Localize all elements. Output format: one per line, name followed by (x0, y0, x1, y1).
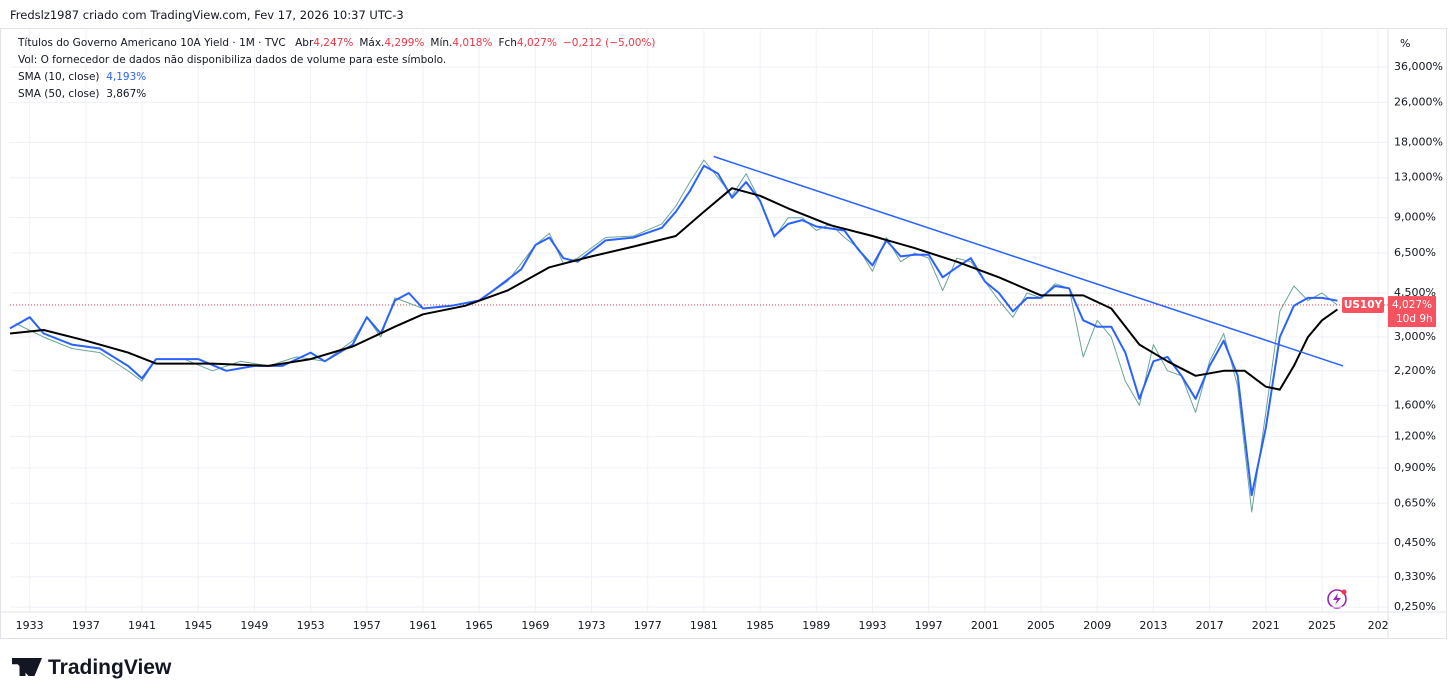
y-tick-label: 26,000% (1394, 95, 1443, 108)
legend-name: SMA (50, close) (18, 88, 100, 100)
x-tick-label: 2021 (1252, 619, 1280, 632)
y-tick-label: 36,000% (1394, 60, 1443, 73)
attribution: Fredslz1987 criado com TradingView.com, … (10, 8, 404, 22)
y-tick-label: 0,450% (1394, 536, 1436, 549)
symbol: Títulos do Governo Americano 10A Yield ·… (18, 37, 286, 49)
change: −0,212 (−5,00%) (562, 37, 656, 49)
sma-legend: SMA (50, close) 3,867% (18, 88, 146, 100)
x-tick-label: 2017 (1196, 619, 1224, 632)
y-tick-label: 0,250% (1394, 600, 1436, 613)
x-tick-label: 1953 (297, 619, 325, 632)
sma-legend: SMA (10, close) 4,193% (18, 71, 146, 83)
ohlc-label: Mín. (430, 37, 453, 49)
x-tick-label: 2025 (1308, 619, 1336, 632)
x-tick-label: 1941 (128, 619, 156, 632)
x-tick-label: 2005 (1027, 619, 1055, 632)
legend-name: SMA (10, close) (18, 71, 100, 83)
symbol-tag-text: US10Y (1344, 299, 1383, 311)
y-tick-label: 0,330% (1394, 570, 1436, 583)
x-tick-label: 2001 (971, 619, 999, 632)
ohlc-label: Máx. (359, 37, 385, 49)
series-line (9, 164, 1338, 497)
y-tick-label: 4,500% (1394, 286, 1436, 299)
logo-text: TradingView (48, 656, 172, 679)
y-tick-label: 3,000% (1394, 330, 1436, 343)
price-tag (1388, 296, 1436, 328)
trendline (713, 155, 1344, 367)
y-tick-label: 1,200% (1394, 430, 1436, 443)
x-tick-label: 1957 (353, 619, 381, 632)
axis-unit: % (1400, 37, 1410, 50)
x-tick-label: 1933 (16, 619, 44, 632)
symbol-tag (1342, 297, 1384, 314)
ohlc-value: 4,027% (516, 37, 557, 49)
logo: TradingView (12, 656, 171, 680)
x-tick-label: 1969 (521, 619, 549, 632)
y-tick-label: 9,000% (1394, 211, 1436, 224)
x-tick-label: 1981 (690, 619, 718, 632)
volume-note: Vol: O fornecedor de dados não disponibi… (18, 54, 447, 66)
x-tick-label: 1945 (184, 619, 212, 632)
x-tick-label: 1989 (802, 619, 830, 632)
legend-row: Títulos do Governo Americano 10A Yield ·… (18, 37, 656, 49)
x-tick-label: 1961 (409, 619, 437, 632)
ohlc-value: 4,247% (313, 37, 354, 49)
y-tick-label: 0,900% (1394, 461, 1436, 474)
price-tag-text: 4,027% (1392, 299, 1432, 311)
x-tick-label: 1965 (465, 619, 493, 632)
x-tick-label: 1993 (858, 619, 886, 632)
x-tick-label: 1977 (634, 619, 662, 632)
lightning-icon (1327, 589, 1347, 609)
y-tick-label: 13,000% (1394, 171, 1443, 184)
x-tick-label: 202 (1368, 619, 1389, 632)
x-tick-label: 1973 (578, 619, 606, 632)
ohlc-label: Abr (295, 37, 314, 49)
series-line (15, 159, 1338, 513)
y-tick-label: 1,600% (1394, 398, 1436, 411)
x-tick-label: 1937 (72, 619, 100, 632)
x-tick-label: 1985 (746, 619, 774, 632)
x-tick-label: 1949 (240, 619, 268, 632)
series-line (9, 187, 1338, 391)
y-tick-label: 0,650% (1394, 496, 1436, 509)
x-tick-label: 1997 (915, 619, 943, 632)
ohlc-label: Fch (498, 37, 517, 49)
ohlc-value: 4,299% (384, 37, 425, 49)
chart-frame (0, 28, 1447, 639)
ohlc-value: 4,018% (452, 37, 493, 49)
countdown-text: 10d 9h (1396, 313, 1433, 325)
y-tick-label: 2,200% (1394, 364, 1436, 377)
y-tick-label: 6,500% (1394, 246, 1436, 259)
legend-value: 4,193% (106, 71, 147, 83)
y-tick-label: 18,000% (1394, 135, 1443, 148)
legend-value: 3,867% (106, 88, 147, 100)
x-tick-label: 2009 (1083, 619, 1111, 632)
grid (10, 30, 1388, 612)
x-tick-label: 2013 (1139, 619, 1167, 632)
